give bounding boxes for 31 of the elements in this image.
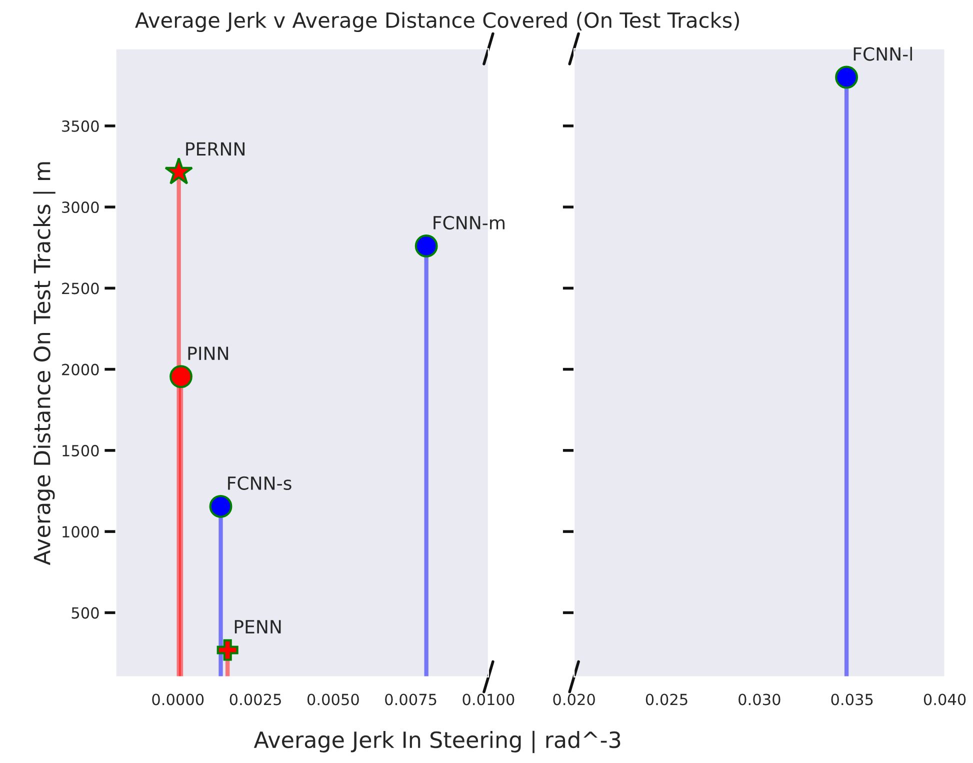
x-tick-label: 0.0050: [307, 694, 359, 706]
series-label: FCNN-s: [228, 476, 292, 490]
x-tick-label: 0.025: [646, 694, 688, 706]
x-tick-label: 0.0025: [230, 694, 281, 706]
series-label: PERNN: [186, 142, 244, 156]
point: [209, 494, 232, 518]
y-tick-label: 3000: [62, 202, 99, 214]
x-axis-title: Average Jerk In Steering | rad^-3: [254, 730, 620, 754]
y-tick-label: 1000: [62, 526, 99, 538]
x-tick-label: 0.0100: [462, 694, 514, 706]
point: [414, 234, 438, 258]
y-axis-title: Average Distance On Test Tracks | m: [33, 162, 56, 566]
point: [164, 157, 194, 184]
x-tick-label: 0.040: [924, 694, 966, 706]
x-tick-label: 0.020: [553, 694, 595, 706]
y-tick-label: 2500: [62, 282, 99, 294]
chart-title: Average Jerk v Average Distance Covered (On Test Tracks): [135, 12, 740, 32]
y-tick-label: 3500: [62, 120, 99, 132]
x-tick-label: 0.035: [831, 694, 873, 706]
point: [216, 639, 238, 661]
point: [170, 365, 192, 388]
y-tick-label: 500: [72, 607, 99, 619]
series-label: PENN: [234, 620, 281, 634]
series-label: PINN: [188, 346, 228, 360]
x-tick-label: 0.0075: [385, 694, 436, 706]
x-tick-label: 0.030: [738, 694, 780, 706]
series-label: FCNN-l: [854, 46, 912, 61]
x-tick-label: 0.0000: [152, 694, 204, 706]
y-tick-label: 1500: [62, 444, 99, 456]
series-label: FCNN-m: [434, 216, 504, 230]
y-tick-label: 2000: [62, 364, 99, 376]
